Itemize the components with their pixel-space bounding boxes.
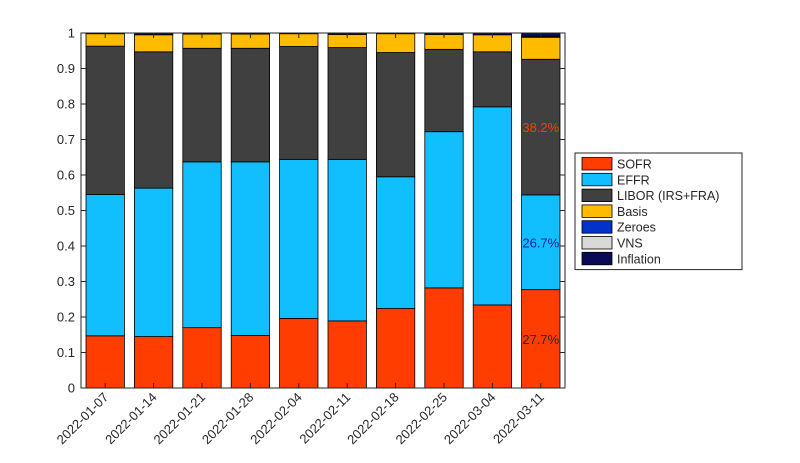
y-tick-label: 0.2 (57, 310, 75, 325)
bar-libor-irs-fra-2022-01-14 (133, 51, 174, 189)
legend-swatch-vns (581, 236, 613, 250)
bar-sofr-2022-02-25 (424, 287, 464, 389)
y-axis: 0 0.1 0.2 0.3 0.4 0.5 0.6 0.7 0.8 0.9 1 (57, 26, 565, 396)
annotation-effr: 26.7% (522, 235, 559, 250)
y-tick-label: 0.8 (57, 97, 75, 112)
y-tick-label: 0.4 (57, 239, 75, 254)
legend-swatch-basis (581, 204, 613, 218)
bars-group (85, 32, 561, 389)
bar-effr-2022-01-07 (85, 194, 125, 337)
bar-effr-2022-02-11 (327, 158, 367, 322)
annotation-sofr: 27.7% (522, 332, 559, 347)
bar-libor-irs-fra-2022-02-11 (327, 47, 367, 160)
bar-sofr-2022-01-14 (133, 336, 174, 389)
bar-libor-irs-fra-2022-03-04 (472, 51, 513, 108)
legend-swatch-sofr (581, 157, 613, 171)
bar-effr-2022-03-04 (472, 106, 513, 306)
bar-sofr-2022-02-04 (279, 318, 319, 389)
y-tick-label: 0 (68, 381, 75, 396)
legend-swatch-zeroes (581, 220, 613, 234)
bar-effr-2022-03-11 (521, 194, 561, 291)
y-tick-label: 0.5 (57, 203, 75, 218)
bar-libor-irs-fra-2022-01-07 (85, 45, 125, 195)
bar-sofr-2022-01-07 (85, 335, 125, 389)
legend-label-sofr: SOFR (617, 158, 652, 172)
bar-effr-2022-01-21 (182, 161, 222, 329)
bar-effr-2022-02-25 (424, 131, 464, 289)
x-tick-label: 2022-02-04 (247, 390, 305, 448)
legend-label-zeroes: Zeroes (617, 221, 656, 235)
bar-effr-2022-01-28 (230, 161, 270, 336)
legend-swatch-inflation (581, 251, 613, 266)
bar-sofr-2022-03-04 (472, 304, 513, 389)
bar-effr-2022-01-14 (133, 187, 174, 337)
plot-frame (80, 32, 566, 389)
bar-effr-2022-02-18 (375, 176, 416, 309)
x-tick-label: 2022-03-11 (490, 390, 547, 447)
x-tick-label: 2022-03-04 (441, 390, 499, 448)
legend-label-basis: Basis (617, 205, 648, 219)
bar-libor-irs-fra-2022-02-25 (424, 48, 464, 133)
y-tick-label: 1 (68, 26, 75, 41)
bar-libor-irs-fra-2022-02-18 (375, 52, 416, 178)
legend-label-vns: VNS (617, 237, 643, 251)
bar-sofr-2022-02-18 (375, 308, 416, 389)
annotations-group: 27.7% 26.7% 38.2% (522, 120, 559, 347)
y-tick-label: 0.3 (57, 274, 75, 289)
bar-sofr-2022-01-28 (230, 335, 270, 389)
y-tick-label: 0.7 (57, 132, 75, 147)
y-tick-label: 0.9 (57, 61, 75, 76)
legend-label-inflation: Inflation (617, 252, 661, 266)
bar-libor-irs-fra-2022-01-21 (182, 47, 222, 163)
bar-libor-irs-fra-2022-02-04 (279, 46, 319, 160)
bar-sofr-2022-01-21 (182, 327, 222, 389)
bar-libor-irs-fra-2022-01-28 (230, 47, 270, 163)
bar-effr-2022-02-04 (279, 158, 319, 319)
annotation-libor-irs-fra: 38.2% (522, 120, 559, 135)
bar-sofr-2022-02-11 (327, 320, 367, 389)
y-tick-label: 0.1 (57, 345, 75, 360)
bar-basis-2022-03-11 (521, 36, 561, 60)
legend-label-effr: EFFR (617, 173, 650, 187)
bar-sofr-2022-03-11 (521, 289, 561, 389)
y-tick-label: 0.6 (57, 168, 75, 183)
legend-swatch-effr (581, 172, 613, 187)
bar-libor-irs-fra-2022-03-11 (521, 58, 561, 196)
legend-label-libor-irs-fra: LIBOR (IRS+FRA) (617, 189, 719, 203)
legend-swatch-libor-irs-fra (581, 188, 613, 203)
